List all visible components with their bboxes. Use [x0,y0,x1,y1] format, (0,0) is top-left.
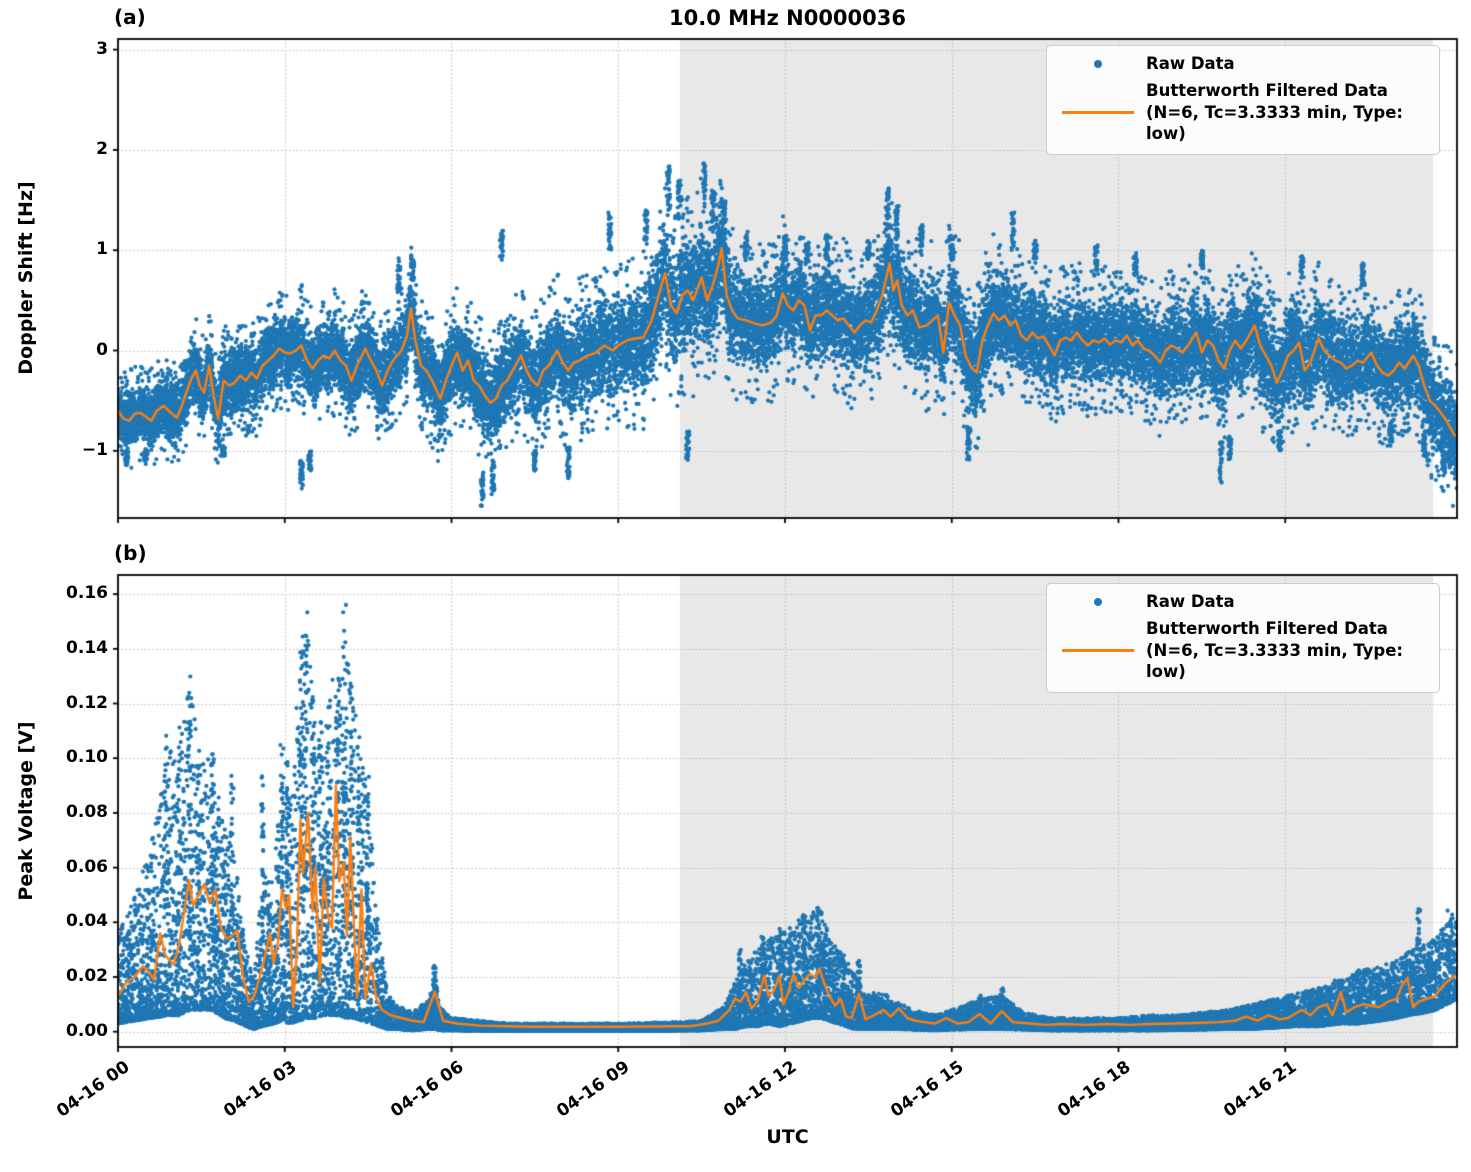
y-tick-label: 2 [96,138,108,159]
y-tick-label: 0.12 [66,692,108,713]
legend-panel-a: Raw Data Butterworth Filtered Data (N=6, … [1046,45,1440,156]
y-tick-label: 0.00 [66,1020,108,1041]
legend-row-filtered: Butterworth Filtered Data (N=6, Tc=3.3333… [1049,80,1429,145]
y-tick-label: 0.16 [66,583,108,604]
y-tick-label: −1 [81,439,108,460]
y-tick-label: 1 [96,239,108,260]
y-tick-label: 0.08 [66,801,108,822]
y-tick-label: 0.04 [66,911,108,932]
y-axis-label-voltage: Peak Voltage [V] [15,721,37,901]
legend-raw-label: Raw Data [1146,54,1235,73]
y-tick-label: 0.06 [66,856,108,877]
legend-filtered-label-line2: (N=6, Tc=3.3333 min, Type: low) [1146,640,1404,682]
y-tick-label: 0.02 [66,965,108,986]
legend-row-raw: Raw Data [1049,591,1429,613]
panel-a-label: (a) [114,5,146,29]
y-tick-label: 0.10 [66,747,108,768]
y-tick-label: 0 [96,339,108,360]
legend-filtered-label-line1: Butterworth Filtered Data [1146,80,1388,100]
legend-filtered-label-line2: (N=6, Tc=3.3333 min, Type: low) [1146,102,1404,144]
legend-raw-label: Raw Data [1146,592,1235,611]
legend-panel-b: Raw Data Butterworth Filtered Data (N=6, … [1046,583,1440,694]
panel-b-label: (b) [114,541,147,565]
x-axis-label: UTC [766,1126,809,1148]
filtered-data-marker-icon [1061,110,1134,114]
legend-filtered-label-line1: Butterworth Filtered Data [1146,618,1388,638]
y-tick-label: 3 [96,38,108,59]
raw-data-marker-icon [1093,59,1102,68]
legend-row-filtered: Butterworth Filtered Data (N=6, Tc=3.3333… [1049,618,1429,683]
filtered-data-marker-icon [1061,648,1134,652]
legend-row-raw: Raw Data [1049,53,1429,75]
raw-data-marker-icon [1093,597,1102,606]
figure-title: 10.0 MHz N0000036 [669,6,906,30]
y-axis-label-doppler: Doppler Shift [Hz] [15,181,37,375]
y-tick-label: 0.14 [66,637,108,658]
